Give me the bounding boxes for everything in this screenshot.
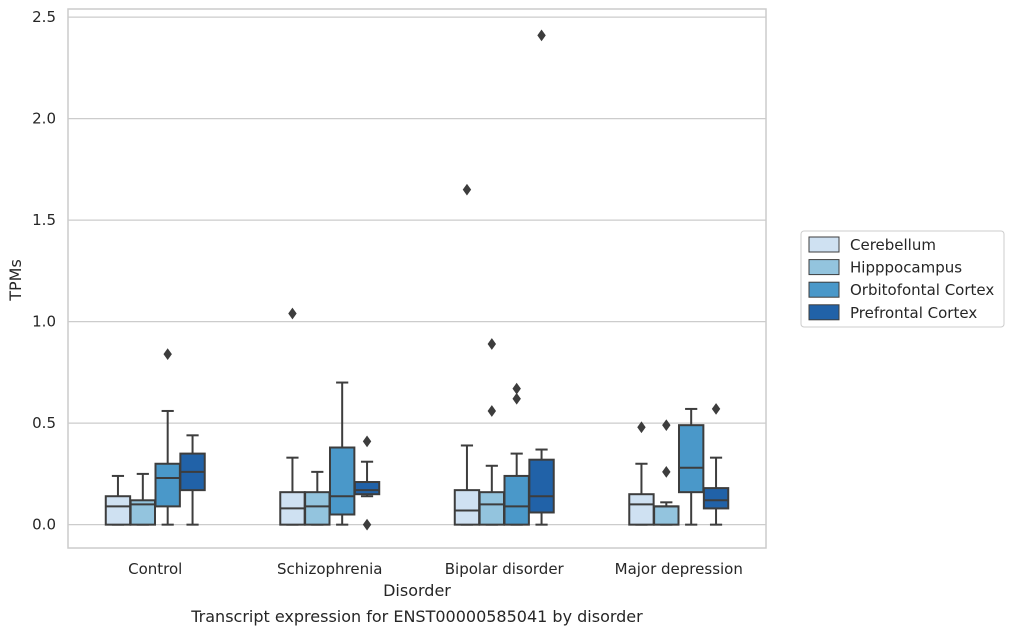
box-iqr: [304, 491, 331, 526]
y-tick-label: 2.5: [32, 8, 56, 26]
box-group: [154, 348, 181, 526]
box-group: [328, 381, 356, 526]
box-group: [179, 434, 206, 526]
legend-swatch: [808, 281, 840, 298]
y-axis-ticks: 0.0 0.5 1.0 1.5 2.0 2.5: [32, 8, 56, 534]
box-iqr: [702, 487, 730, 510]
box-group: [304, 470, 331, 526]
outlier-point: [512, 382, 521, 395]
box-group: [677, 407, 705, 526]
x-tick-label: Control: [128, 560, 182, 578]
box-iqr: [353, 481, 381, 496]
x-tick-label: Schizophrenia: [277, 560, 382, 578]
box-iqr: [503, 474, 530, 526]
box-iqr: [104, 495, 132, 526]
box-iqr: [478, 491, 506, 526]
outlier-point: [462, 183, 472, 196]
box-group: [353, 435, 381, 531]
x-axis-title: Disorder: [383, 581, 451, 600]
plot-area-frame: [67, 8, 767, 549]
box-group: [279, 307, 306, 526]
box-group: [653, 419, 680, 526]
box-group: [453, 183, 481, 526]
legend: Cerebellum Hipppocampus Orbitofontal Corte…: [800, 230, 1005, 328]
outlier-point: [487, 338, 497, 350]
outlier-point: [512, 392, 521, 405]
box-group: [628, 421, 655, 526]
box-group: [478, 338, 506, 526]
chart-caption: Transcript expression for ENST0000058504…: [190, 607, 643, 626]
box-iqr: [328, 446, 356, 516]
x-tick-label: Bipolar disorder: [445, 560, 565, 578]
legend-label: Cerebellum: [850, 236, 936, 254]
legend-label: Prefrontal Cortex: [850, 304, 977, 322]
y-tick-label: 0.5: [32, 414, 56, 432]
box-group: [104, 474, 132, 526]
box-iqr: [628, 493, 655, 526]
gridlines: [68, 16, 766, 526]
y-axis-title: TPMs: [6, 259, 25, 302]
y-tick-label: 2.0: [32, 110, 56, 128]
outlier-point: [711, 403, 721, 415]
legend-label: Orbitofontal Cortex: [850, 281, 994, 299]
x-axis-ticks: Control Schizophrenia Bipolar disorder Majo…: [128, 560, 743, 578]
box-group: [702, 403, 730, 526]
box-iqr: [528, 458, 555, 514]
box-group: [528, 29, 555, 526]
outlier-point: [163, 348, 172, 360]
outlier-point: [362, 435, 372, 448]
legend-label: Hipppocampus: [850, 259, 962, 277]
box-group: [503, 382, 530, 526]
legend-swatch: [808, 236, 840, 253]
box-series: [104, 29, 730, 531]
y-tick-label: 0.0: [32, 516, 56, 534]
outlier-point: [637, 421, 646, 434]
outlier-point: [362, 518, 372, 531]
box-iqr: [677, 424, 705, 494]
legend-swatch: [808, 259, 840, 276]
outlier-point: [288, 307, 297, 320]
outlier-point: [487, 405, 497, 417]
box-iqr: [154, 462, 181, 508]
legend-frame: [800, 230, 1005, 328]
x-tick-label: Major depression: [615, 560, 743, 578]
legend-swatch: [808, 304, 840, 321]
y-tick-label: 1.0: [32, 313, 56, 331]
outlier-point: [662, 419, 671, 432]
box-iqr: [453, 489, 481, 526]
outlier-point: [537, 29, 546, 42]
outlier-point: [662, 466, 671, 478]
box-iqr: [653, 505, 680, 526]
box-group: [129, 472, 157, 526]
y-tick-label: 1.5: [32, 211, 56, 229]
